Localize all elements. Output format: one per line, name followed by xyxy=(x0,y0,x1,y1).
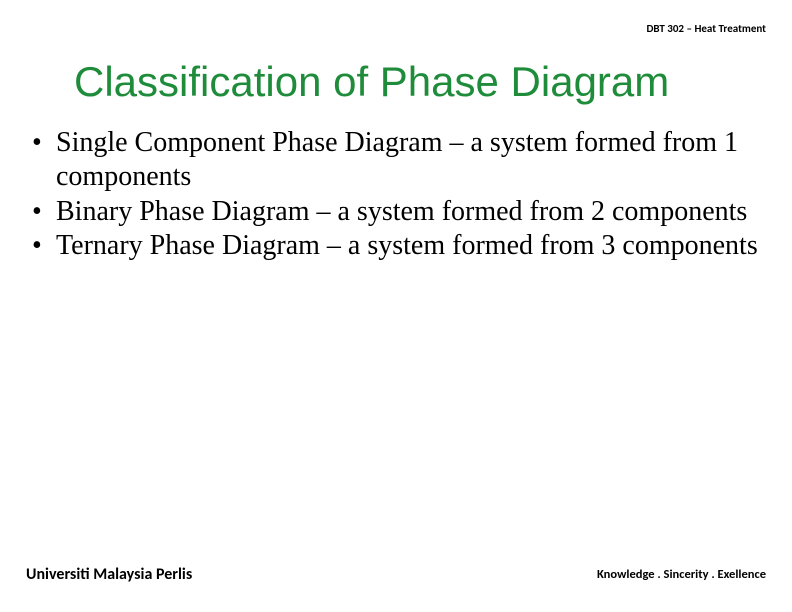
footer-institution: Universiti Malaysia Perlis xyxy=(26,565,192,584)
list-item: Single Component Phase Diagram – a syste… xyxy=(26,126,766,195)
slide-title: Classification of Phase Diagram xyxy=(74,58,669,106)
footer-motto: Knowledge . Sincerity . Exellence xyxy=(597,567,766,582)
content-area: Single Component Phase Diagram – a syste… xyxy=(26,126,766,264)
bullet-list: Single Component Phase Diagram – a syste… xyxy=(26,126,766,264)
list-item: Binary Phase Diagram – a system formed f… xyxy=(26,195,766,229)
list-item: Ternary Phase Diagram – a system formed … xyxy=(26,229,766,263)
course-code: DBT 302 – Heat Treatment xyxy=(646,22,766,35)
